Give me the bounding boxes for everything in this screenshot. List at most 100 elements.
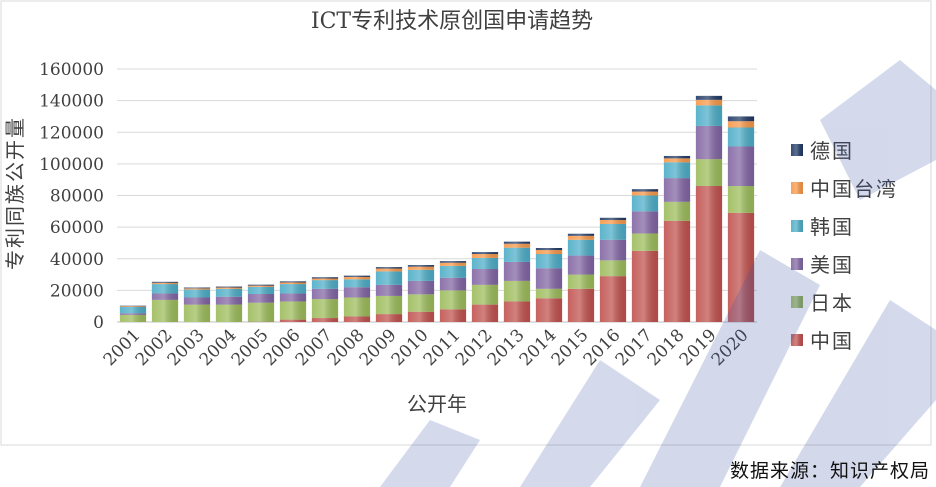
bar-segment-shade (279, 319, 307, 322)
bar-segment-shade (407, 280, 435, 295)
bar-segment-shade (439, 309, 467, 322)
bar-segment-shade (407, 269, 435, 281)
bar-segment-shade (151, 299, 179, 322)
bar-segment-shade (503, 241, 531, 244)
bar-segment-shade (727, 146, 755, 187)
bar-segment-shade (599, 223, 627, 240)
bar-segment-shade (183, 288, 211, 290)
bar-segment-shade (311, 318, 339, 322)
y-tick-label: 20000 (50, 281, 104, 301)
bar-segment-shade (407, 266, 435, 270)
bar-segment-shade (119, 306, 147, 314)
bar-segment-shade (215, 296, 243, 305)
bar-segment-shade (151, 282, 179, 285)
watermark-stroke-1 (520, 360, 660, 487)
bar-segment-shade (375, 284, 403, 296)
bar-segment-shade (439, 290, 467, 310)
bar-segment-shade (503, 247, 531, 262)
bar-segment-shade (279, 281, 307, 283)
bar-segment-shade (215, 304, 243, 322)
bar-segment-shade (119, 306, 147, 307)
legend-label: 中国台湾 (810, 177, 898, 201)
bar-segment-shade (631, 250, 659, 322)
bar-segment-shade (535, 288, 563, 299)
bar-segment-shade (279, 293, 307, 302)
bar-segment-shade (343, 275, 371, 277)
bar-segment-shade (695, 159, 723, 187)
bar-segment-shade (599, 217, 627, 221)
bar-segment-shade (567, 239, 595, 256)
bar-segment-shade (439, 262, 467, 266)
bar-segment-shade (631, 211, 659, 234)
bar-segment-shade (695, 105, 723, 126)
bar-segment-shade (311, 288, 339, 300)
bar-segment-shade (279, 301, 307, 320)
bar-segment-shade (343, 287, 371, 298)
bar-segment-shade (567, 288, 595, 322)
bar-segment-shade (439, 277, 467, 291)
bar-segment-shade (503, 261, 531, 281)
bar-segment-shade (183, 304, 211, 322)
bar-segment-shade (375, 314, 403, 322)
bar-segment-shade (695, 186, 723, 322)
bars (119, 95, 755, 322)
legend-label: 美国 (810, 253, 854, 277)
bar-segment-shade (407, 265, 435, 267)
legend-swatch-shade (791, 144, 803, 156)
y-tick-label: 0 (93, 313, 104, 333)
bar-segment-shade (343, 279, 371, 288)
bar-segment-shade (183, 289, 211, 298)
bar-segment-shade (471, 304, 499, 322)
bar-segment-shade (471, 252, 499, 255)
bar-segment-shade (279, 282, 307, 285)
bar-segment-shade (727, 186, 755, 213)
legend-label: 韩国 (810, 215, 854, 239)
bar-segment-shade (535, 268, 563, 289)
bar-segment-shade (599, 220, 627, 224)
bar-segment-shade (663, 155, 691, 159)
bar-segment-shade (407, 311, 435, 322)
bar-segment-shade (567, 235, 595, 240)
chart-frame-border (0, 0, 932, 446)
bar-segment-shade (247, 294, 275, 303)
chart-title: ICT专利技术原创国申请趋势 (311, 9, 593, 34)
y-tick-labels: 0 20000 40000 60000 80000 100000 120000 140000 1… (39, 60, 104, 333)
y-tick-label: 60000 (50, 218, 104, 238)
legend-swatch-shade (791, 258, 803, 270)
source-note: 数据来源：知识产权局 (729, 460, 930, 482)
bar-segment-shade (599, 276, 627, 322)
y-axis-label: 专利同族公开量 (3, 116, 27, 270)
bar-segment-shade (279, 284, 307, 294)
bar-segment-shade (119, 314, 147, 322)
bar-segment-shade (311, 280, 339, 289)
watermark-stroke-5 (380, 420, 480, 487)
bar-segment-shade (343, 316, 371, 322)
bar-segment-shade (599, 260, 627, 277)
x-axis-label: 公开年 (407, 392, 467, 416)
bar-segment-shade (215, 288, 243, 297)
y-tick-label: 100000 (39, 155, 104, 175)
bar-segment-shade (471, 257, 499, 270)
bar-segment-shade (375, 295, 403, 315)
bar-segment-shade (311, 299, 339, 319)
y-tick-label: 140000 (39, 92, 104, 112)
y-tick-label: 160000 (39, 60, 104, 80)
legend-swatch-shade (791, 220, 803, 232)
bar-segment-shade (151, 284, 179, 294)
bar-segment-shade (343, 297, 371, 317)
bar-segment-shade (503, 243, 531, 248)
bar-segment-shade (663, 158, 691, 163)
bar-segment-shade (503, 301, 531, 322)
legend-swatch-shade (791, 334, 803, 346)
bar-segment-shade (247, 286, 275, 295)
bar-segment-shade (343, 276, 371, 280)
bar-segment-shade (663, 162, 691, 179)
watermark-stroke-3 (780, 300, 936, 487)
bar-segment-shade (695, 125, 723, 160)
y-tick-label: 40000 (50, 250, 104, 270)
bar-segment-shade (375, 267, 403, 269)
bar-segment-shade (727, 127, 755, 147)
legend-label: 日本 (810, 291, 854, 315)
